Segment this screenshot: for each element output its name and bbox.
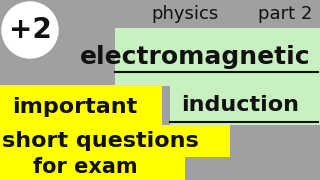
Text: +2: +2 — [9, 16, 52, 44]
Text: part 2: part 2 — [258, 5, 312, 23]
Text: induction: induction — [181, 95, 299, 115]
Text: important: important — [12, 97, 138, 117]
Text: physics: physics — [151, 5, 219, 23]
Bar — [0, 155, 185, 180]
Bar — [170, 85, 320, 125]
Bar — [0, 85, 162, 125]
Text: electromagnetic: electromagnetic — [80, 45, 310, 69]
Bar — [0, 125, 230, 157]
Text: for exam: for exam — [33, 157, 137, 177]
Bar — [115, 28, 320, 86]
Circle shape — [2, 2, 58, 58]
Text: short questions: short questions — [2, 131, 198, 151]
